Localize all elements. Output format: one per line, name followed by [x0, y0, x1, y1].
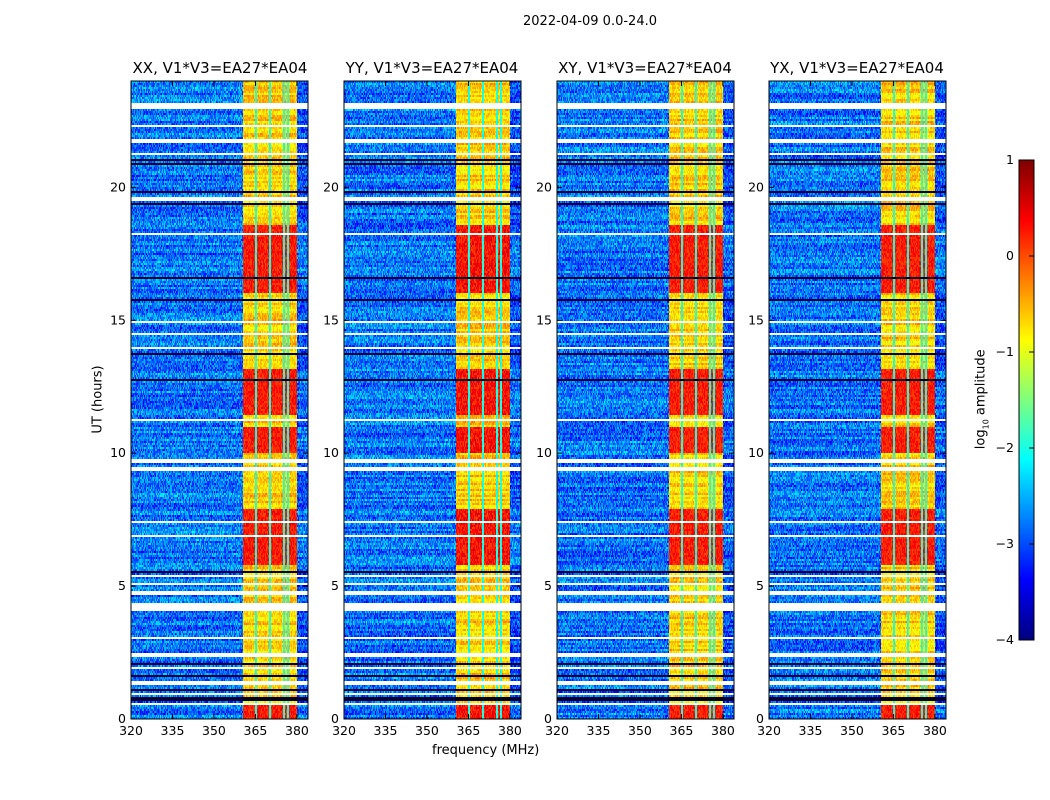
x-tick-label: 320 — [757, 723, 781, 738]
colorbar-tick-label: −4 — [996, 632, 1014, 647]
colorbar — [1019, 160, 1034, 640]
x-tick-label: 335 — [587, 723, 611, 738]
x-tick-label: 350 — [840, 723, 864, 738]
x-axis-label: frequency (MHz) — [432, 743, 540, 758]
y-tick-label: 5 — [544, 578, 552, 593]
y-tick-label: 0 — [544, 711, 552, 726]
panel-frame — [556, 80, 735, 720]
x-tick-label: 350 — [415, 723, 439, 738]
x-tick-label: 380 — [285, 723, 309, 738]
y-tick-label: 0 — [118, 711, 126, 726]
y-tick-label: 20 — [748, 179, 764, 194]
y-tick-label: 20 — [323, 179, 339, 194]
y-tick-label: 5 — [118, 578, 126, 593]
y-tick-label: 5 — [331, 578, 339, 593]
panel-title-xx: XX, V1*V3=EA27*EA04 — [132, 59, 308, 77]
panel-frame — [768, 80, 947, 720]
y-tick-label: 15 — [748, 312, 764, 327]
y-tick-label: 5 — [756, 578, 764, 593]
x-tick-label: 350 — [202, 723, 226, 738]
x-tick-label: 350 — [628, 723, 652, 738]
panel-title-yx: YX, V1*V3=EA27*EA04 — [770, 59, 944, 77]
figure-title: 2022-04-09 0.0-24.0 — [523, 14, 657, 29]
y-tick-label: 20 — [536, 179, 552, 194]
panel-title-yy: YY, V1*V3=EA27*EA04 — [345, 59, 519, 77]
y-tick-label: 0 — [331, 711, 339, 726]
x-tick-label: 380 — [923, 723, 947, 738]
colorbar-tick-label: 0 — [1006, 248, 1014, 263]
y-tick-label: 15 — [110, 312, 126, 327]
panel-frame — [343, 80, 522, 720]
x-tick-label: 380 — [498, 723, 522, 738]
x-tick-label: 380 — [711, 723, 735, 738]
heatmap-xy — [557, 81, 734, 719]
colorbar-tick-label: −3 — [996, 536, 1014, 551]
colorbar-frame — [1018, 159, 1035, 641]
y-tick-label: 15 — [536, 312, 552, 327]
colorbar-tick-label: −2 — [996, 440, 1014, 455]
x-tick-label: 365 — [670, 723, 694, 738]
x-tick-label: 365 — [457, 723, 481, 738]
heatmap-yx — [769, 81, 946, 719]
heatmap-yy — [344, 81, 521, 719]
colorbar-tick-label: −1 — [996, 344, 1014, 359]
x-tick-label: 320 — [119, 723, 143, 738]
x-tick-label: 320 — [545, 723, 569, 738]
x-tick-label: 335 — [799, 723, 823, 738]
y-tick-label: 10 — [323, 445, 339, 460]
y-tick-label: 20 — [110, 179, 126, 194]
heatmap-xx — [131, 81, 308, 719]
x-tick-label: 365 — [882, 723, 906, 738]
y-tick-label: 10 — [748, 445, 764, 460]
x-tick-label: 335 — [374, 723, 398, 738]
y-tick-label: 10 — [536, 445, 552, 460]
y-tick-label: 15 — [323, 312, 339, 327]
y-tick-label: 0 — [756, 711, 764, 726]
y-axis-label: UT (hours) — [90, 365, 106, 434]
y-tick-label: 10 — [110, 445, 126, 460]
x-tick-label: 335 — [161, 723, 185, 738]
x-tick-label: 320 — [332, 723, 356, 738]
panel-frame — [130, 80, 309, 720]
colorbar-tick-label: 1 — [1006, 152, 1014, 167]
colorbar-label: log10 amplitude — [973, 349, 991, 450]
x-tick-label: 365 — [244, 723, 268, 738]
panel-title-xy: XY, V1*V3=EA27*EA04 — [558, 59, 732, 77]
